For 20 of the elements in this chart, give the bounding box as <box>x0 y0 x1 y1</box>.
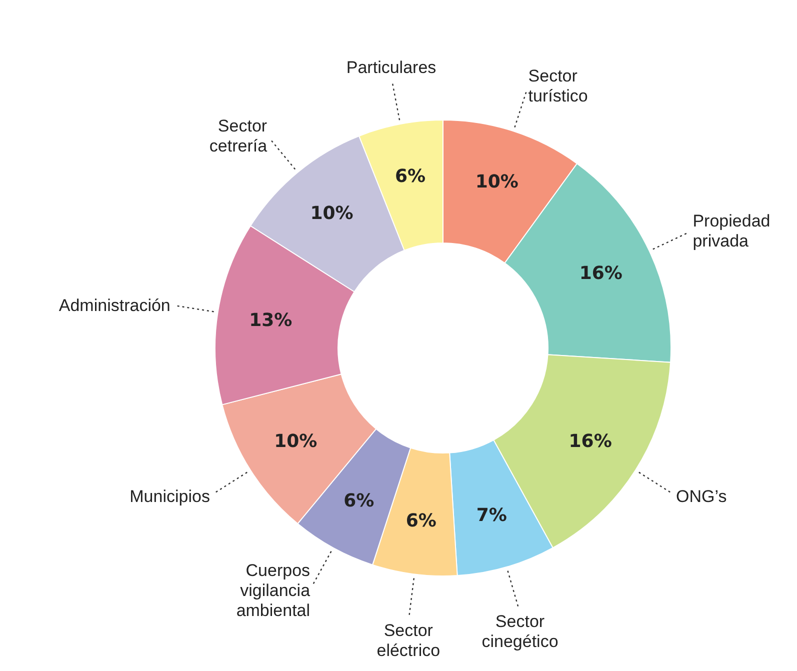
data-label: 7% <box>476 505 507 526</box>
data-label: 10% <box>310 203 354 224</box>
slice-label: ONG’s <box>676 486 727 506</box>
slice-label: Sector cetrería <box>209 116 268 156</box>
data-label: 10% <box>475 172 518 193</box>
slice-label: Municipios <box>130 486 210 506</box>
data-label: 13% <box>249 310 292 332</box>
slice-label: Sector eléctrico <box>376 620 440 660</box>
data-label: 6% <box>344 490 374 512</box>
data-label: 16% <box>568 431 612 452</box>
slice-label: Sector turístico <box>528 66 588 106</box>
slice-label: Sector cinegético <box>482 612 558 652</box>
data-label: 16% <box>579 263 622 284</box>
slice-label: Administración <box>58 296 170 315</box>
slice-label: Particulares <box>346 58 436 77</box>
data-label: 6% <box>395 166 426 188</box>
data-label: 6% <box>406 510 436 532</box>
slice-label: Cuerpos vigilancia ambiental <box>236 560 311 620</box>
data-label: 10% <box>274 431 318 452</box>
slice-label: Propiedad privada <box>692 211 770 250</box>
